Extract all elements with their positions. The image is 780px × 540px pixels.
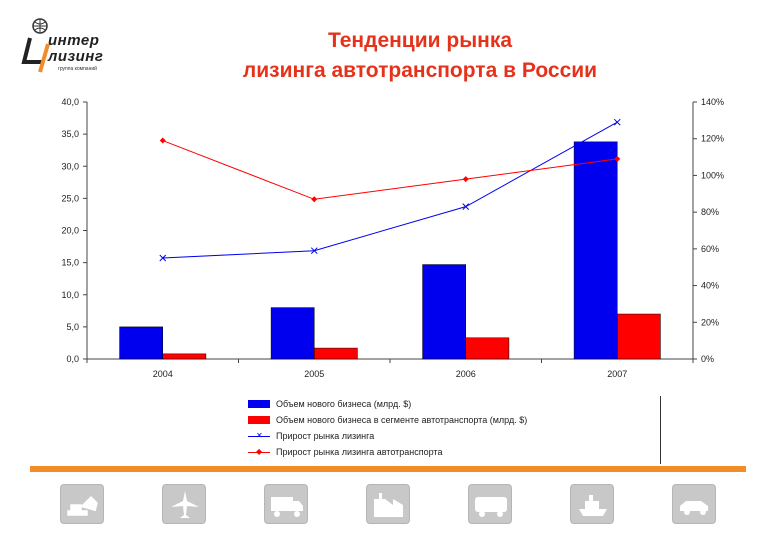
logo-subtitle: группа компаний [58,66,97,72]
legend-swatch-blue-line: ✕ [248,432,270,440]
footer-accent-bar [30,466,746,472]
y2-tick-label: 140% [701,97,724,107]
point-market-growth [462,203,470,210]
legend-label: Объем нового бизнеса в сегменте автотран… [276,415,528,425]
chart-legend: Объем нового бизнеса (млрд. $) Объем нов… [248,396,527,460]
company-logo: интер лизинг группа компаний [18,14,148,74]
bar-auto-volume [162,353,207,360]
legend-item-business-volume: Объем нового бизнеса (млрд. $) [248,396,527,412]
line-market-growth [162,121,618,259]
x-tick-label: 2004 [153,369,173,379]
legend-label: Объем нового бизнеса (млрд. $) [276,399,412,409]
y-tick-label: 30,0 [61,161,79,171]
point-auto-growth [462,176,469,183]
bar-business-volume [119,326,164,360]
industry-icons [60,484,730,524]
y-tick-label: 5,0 [66,322,79,332]
y2-tick-label: 100% [701,170,724,180]
car-icon [672,484,716,524]
y2-tick-label: 80% [701,207,719,217]
ship-icon [570,484,614,524]
legend-swatch-blue-bar [248,400,270,408]
x-tick-label: 2006 [456,369,476,379]
excavator-icon [60,484,104,524]
logo-line2: лизинг [48,48,104,65]
y-tick-label: 20,0 [61,226,79,236]
y2-tick-label: 120% [701,134,724,144]
bar-business-volume [573,141,618,360]
point-market-growth [613,118,621,126]
legend-item-auto-growth: ◆ Прирост рынка лизинга автотранспорта [248,444,527,460]
truck-icon [264,484,308,524]
bar-auto-volume [465,337,510,360]
y2-tick-label: 20% [701,317,719,327]
airplane-icon [162,484,206,524]
line-auto-growth [162,140,618,200]
bus-icon [468,484,512,524]
y-tick-label: 0,0 [66,354,79,364]
title-line-2: лизинга автотранспорта в России [242,59,598,82]
point-auto-growth [159,137,166,144]
title-line-1: Тенденции рынка [327,29,513,52]
legend-label: Прирост рынка лизинга [276,431,375,441]
factory-icon [366,484,410,524]
legend-swatch-red-line: ◆ [248,448,270,456]
y2-tick-label: 40% [701,281,719,291]
point-auto-growth [311,196,318,203]
y2-tick-label: 0% [701,354,714,364]
x-tick-label: 2007 [607,369,627,379]
legend-swatch-red-bar [248,416,270,424]
y-tick-label: 15,0 [61,258,79,268]
x-tick-label: 2005 [304,369,324,379]
logo-line1: интер [48,32,100,49]
bar-auto-volume [314,347,358,360]
legend-label: Прирост рынка лизинга автотранспорта [276,447,443,457]
bar-business-volume [422,264,467,360]
point-auto-growth [614,155,621,162]
divider-line [660,396,661,464]
point-market-growth [310,247,318,255]
legend-item-market-growth: ✕ Прирост рынка лизинга [248,428,527,444]
y-tick-label: 35,0 [61,129,79,139]
bar-business-volume [270,307,315,360]
y-tick-label: 40,0 [61,97,79,107]
point-market-growth [159,254,167,262]
y2-tick-label: 60% [701,244,719,254]
legend-item-auto-volume: Объем нового бизнеса в сегменте автотран… [248,412,527,428]
logo-mark [21,18,50,73]
page-title: Тенденции рынка лизинга автотранспорта в… [170,26,670,86]
y-tick-label: 10,0 [61,290,79,300]
bar-auto-volume [617,313,661,360]
y-tick-label: 25,0 [61,193,79,203]
